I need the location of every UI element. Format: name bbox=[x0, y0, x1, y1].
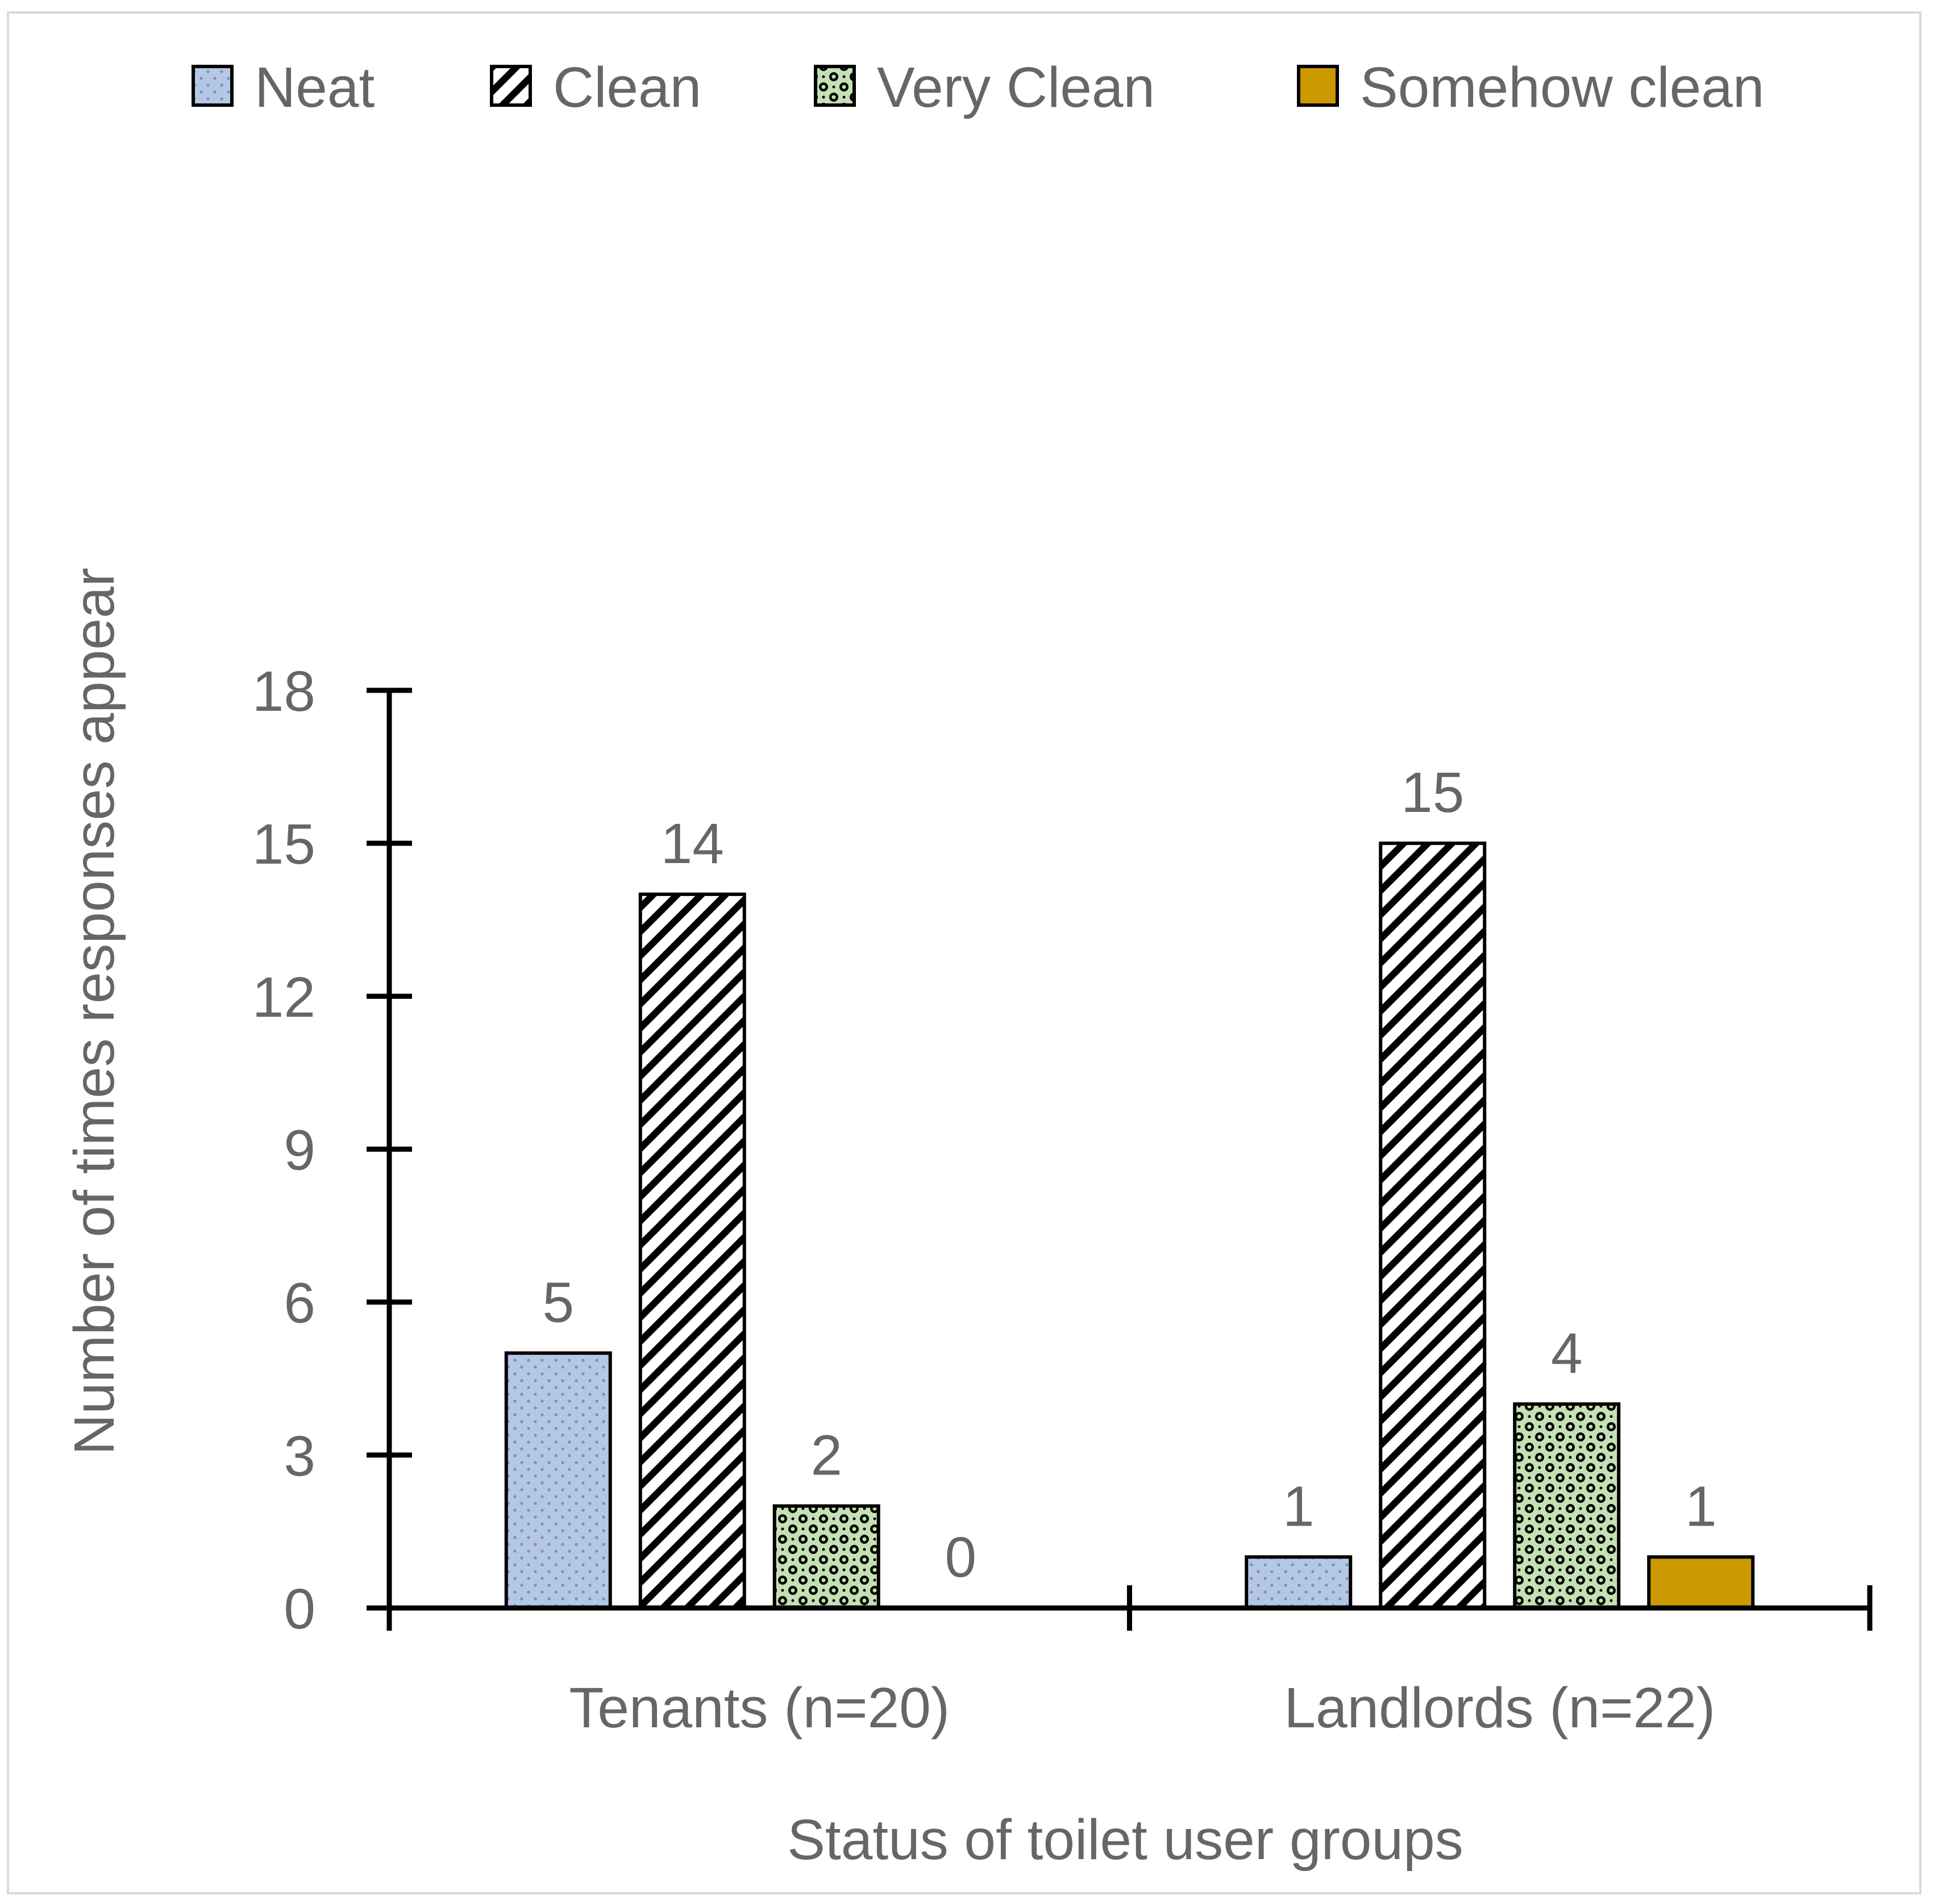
data-label: 5 bbox=[542, 1270, 574, 1334]
bar-very-clean bbox=[772, 1504, 880, 1610]
legend-swatch-somehow-clean bbox=[1297, 65, 1339, 107]
legend-swatch-very-clean bbox=[814, 65, 856, 107]
bars: 5 1 14 15 2 4 0 1 bbox=[504, 761, 1755, 1610]
data-label: 2 bbox=[810, 1424, 842, 1488]
y-tick-label: 15 bbox=[252, 813, 315, 876]
legend-swatch-clean bbox=[490, 65, 532, 107]
data-label: 1 bbox=[1685, 1474, 1717, 1538]
data-label: 1 bbox=[1283, 1474, 1315, 1538]
legend-swatch-neat bbox=[192, 65, 234, 107]
bar-somehow-clean bbox=[1647, 1555, 1755, 1610]
data-label: 0 bbox=[945, 1526, 976, 1589]
y-tick-label: 9 bbox=[284, 1119, 315, 1182]
legend-label: Somehow clean bbox=[1360, 56, 1765, 119]
bar-neat bbox=[1245, 1555, 1353, 1610]
bar-neat bbox=[504, 1351, 612, 1610]
bar-clean bbox=[1379, 841, 1487, 1610]
chart-border bbox=[7, 11, 1921, 1894]
y-tick-label: 12 bbox=[252, 965, 315, 1029]
legend: Neat Clean Very Clean Somehow clean bbox=[192, 56, 1765, 119]
y-axis: 0 3 6 9 12 15 18 bbox=[252, 660, 412, 1641]
y-tick-label: 0 bbox=[284, 1577, 315, 1641]
y-tick-label: 18 bbox=[252, 660, 315, 723]
bar-very-clean bbox=[1513, 1402, 1621, 1610]
data-label: 4 bbox=[1551, 1322, 1583, 1385]
legend-label: Clean bbox=[553, 56, 701, 119]
y-tick-label: 3 bbox=[284, 1424, 315, 1488]
x-axis-title: Status of toilet user groups bbox=[787, 1808, 1463, 1872]
y-axis-title: Number of times responses appear bbox=[63, 568, 126, 1455]
x-axis: Tenants (n=20) Landlords (n=22) bbox=[386, 1585, 1873, 1740]
x-category-label: Landlords (n=22) bbox=[1284, 1676, 1715, 1740]
data-label: 14 bbox=[661, 812, 724, 876]
data-label: 15 bbox=[1401, 761, 1464, 824]
y-tick-label: 6 bbox=[284, 1272, 315, 1335]
bar-clean bbox=[638, 892, 746, 1610]
x-category-label: Tenants (n=20) bbox=[569, 1676, 950, 1740]
legend-label: Neat bbox=[255, 56, 375, 119]
legend-label: Very Clean bbox=[877, 56, 1155, 119]
